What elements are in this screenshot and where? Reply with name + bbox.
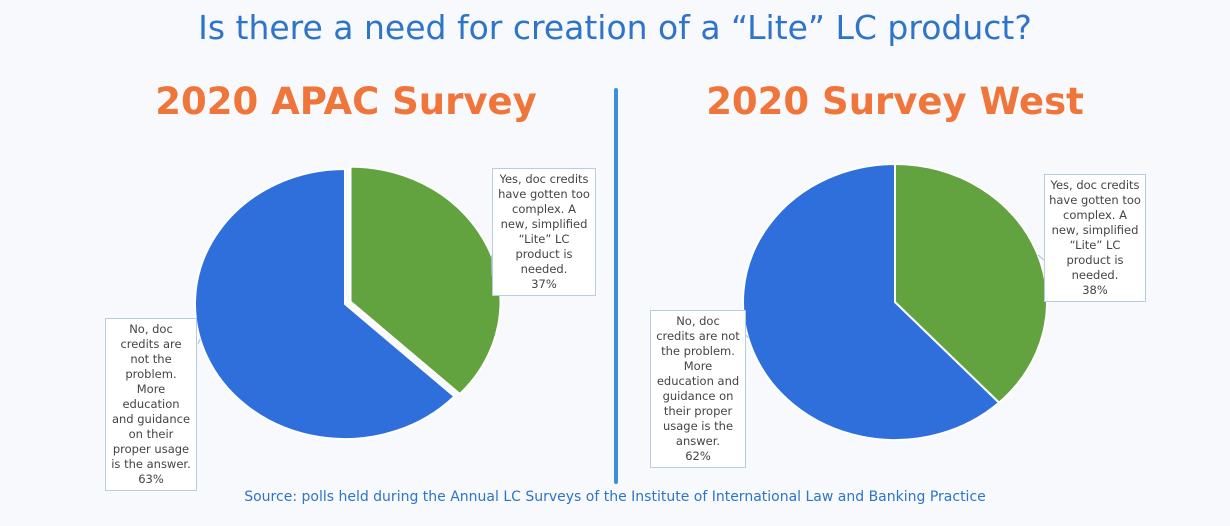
west-leader-yes (1037, 254, 1045, 261)
source-note: Source: polls held during the Annual LC … (244, 489, 986, 505)
apac-yes-percent: 37% (531, 277, 557, 291)
apac-yes-callout: Yes, doc credits have gotten too complex… (492, 168, 596, 296)
west-slice-no (742, 162, 1001, 441)
west-leader-no (745, 334, 749, 339)
west-yes-percent: 38% (1082, 283, 1108, 297)
west-pie-chart (742, 162, 1048, 441)
apac-pie-chart (194, 165, 502, 440)
apac-no-percent: 63% (138, 472, 164, 486)
apac-no-label: No, doc credits are not the problem. Mor… (111, 322, 191, 471)
apac-slice-no (194, 167, 456, 440)
west-no-percent: 62% (685, 449, 711, 463)
apac-yes-label: Yes, doc credits have gotten too complex… (498, 172, 590, 276)
west-yes-label: Yes, doc credits have gotten too complex… (1049, 178, 1141, 282)
apac-leader-yes (490, 255, 493, 277)
page-title: Is there a need for creation of a “Lite”… (198, 8, 1032, 47)
apac-no-callout: No, doc credits are not the problem. Mor… (105, 318, 197, 491)
west-slice-yes (894, 162, 1048, 404)
west-yes-callout: Yes, doc credits have gotten too complex… (1044, 174, 1146, 302)
divider (614, 88, 618, 484)
apac-survey-title: 2020 APAC Survey (155, 80, 537, 123)
west-survey-title: 2020 Survey West (706, 80, 1084, 123)
west-no-callout: No, doc credits are not the problem. Mor… (650, 310, 746, 468)
west-no-label: No, doc credits are not the problem. Mor… (656, 314, 740, 448)
apac-leader-no (197, 338, 201, 345)
apac-slice-yes (349, 165, 502, 396)
